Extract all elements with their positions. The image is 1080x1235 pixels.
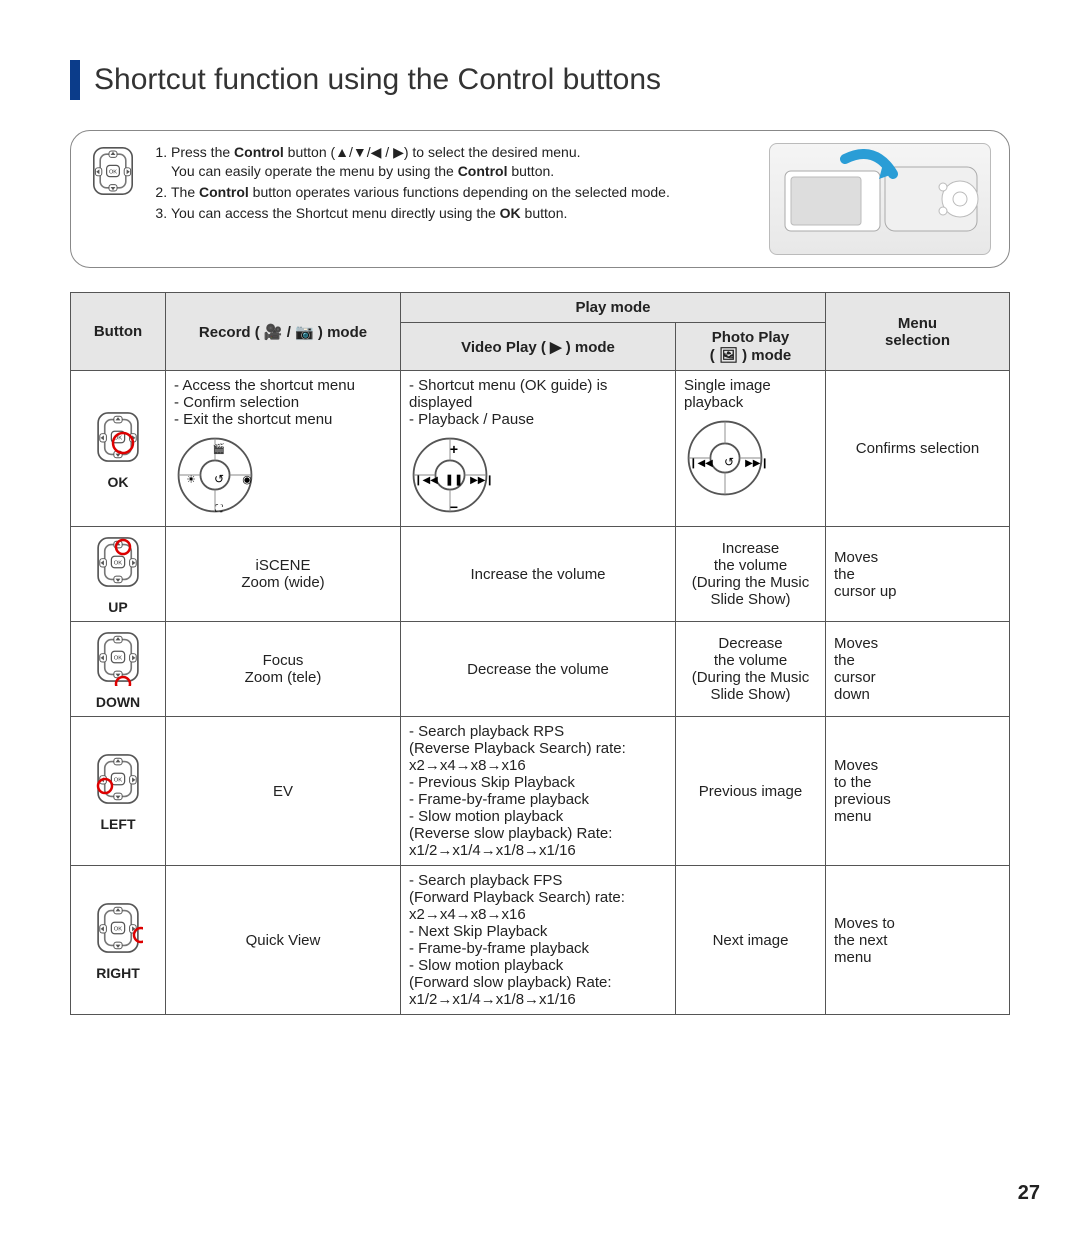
row-ok: OK - Access the shortcut menu - Confirm …	[71, 371, 1010, 527]
down-video: Decrease the volume	[401, 622, 676, 717]
photo-shortcut-wheel-icon: ❙◀◀ ▶▶❙ ↺	[684, 417, 766, 499]
ok-pad-icon	[93, 408, 143, 466]
left-menu: Moves to the previous menu	[826, 717, 1010, 866]
right-record: Quick View	[166, 866, 401, 1015]
info3b: OK	[500, 205, 521, 221]
video-shortcut-wheel-icon: + ❙◀◀ ▶▶❙ − ❚❚	[409, 434, 491, 516]
svg-text:▶▶❙: ▶▶❙	[470, 475, 491, 486]
svg-text:☀: ☀	[186, 474, 196, 486]
up-label: UP	[79, 599, 157, 615]
left-record: EV	[166, 717, 401, 866]
ok-record-text: - Access the shortcut menu - Confirm sel…	[174, 377, 392, 428]
svg-text:❙◀◀: ❙◀◀	[689, 458, 713, 469]
row-left: LEFT EV - Search playback RPS (Reverse P…	[71, 717, 1010, 866]
th-button: Button	[71, 293, 166, 371]
down-pad-icon	[93, 628, 143, 686]
info1e: Control	[458, 163, 508, 179]
row-up: UP iSCENE Zoom (wide) Increase the volum…	[71, 527, 1010, 622]
right-menu: Moves to the next menu	[826, 866, 1010, 1015]
left-label: LEFT	[79, 816, 157, 832]
info1b: Control	[234, 144, 284, 160]
svg-text:🎬: 🎬	[213, 442, 225, 455]
th-record: Record ( 🎥 / 📷 ) mode	[166, 293, 401, 371]
left-pad-icon	[93, 750, 143, 808]
info-text: Press the Control button (▲/▼/◀ / ▶) to …	[153, 143, 753, 225]
ok-photo: Single image playback ❙◀◀ ▶▶❙ ↺	[676, 371, 826, 527]
info1c: button (▲/▼/◀ / ▶) to select the desired…	[284, 144, 581, 160]
down-photo: Decrease the volume (During the Music Sl…	[676, 622, 826, 717]
info-box: Press the Control button (▲/▼/◀ / ▶) to …	[70, 130, 1010, 268]
up-menu: Moves the cursor up	[826, 527, 1010, 622]
ok-video-text: - Shortcut menu (OK guide) is displayed …	[409, 377, 667, 428]
page-title: Shortcut function using the Control butt…	[94, 63, 661, 97]
svg-text:⛶: ⛶	[215, 504, 224, 515]
page-number: 27	[1018, 1182, 1040, 1205]
svg-text:↺: ↺	[214, 472, 224, 486]
svg-text:↺: ↺	[724, 455, 734, 469]
right-photo: Next image	[676, 866, 826, 1015]
info3a: You can access the Shortcut menu directl…	[171, 205, 500, 221]
ok-video: - Shortcut menu (OK guide) is displayed …	[401, 371, 676, 527]
ok-menu: Confirms selection	[826, 371, 1010, 527]
right-pad-icon	[93, 899, 143, 957]
svg-text:◉: ◉	[242, 474, 252, 486]
info2c: button operates various functions depend…	[249, 184, 670, 200]
record-shortcut-wheel-icon: 🎬 ☀ ◉ ⛶ ↺	[174, 434, 256, 516]
left-photo: Previous image	[676, 717, 826, 866]
title-accent-bar	[70, 60, 80, 100]
right-video: - Search playback FPS (Forward Playback …	[401, 866, 676, 1015]
info2a: The	[171, 184, 199, 200]
th-play: Play mode	[401, 293, 826, 323]
th-menu: Menu selection	[826, 293, 1010, 371]
th-video: Video Play ( ▶ ) mode	[401, 323, 676, 371]
control-pad-icon	[89, 143, 137, 199]
down-record: Focus Zoom (tele)	[166, 622, 401, 717]
svg-text:▶▶❙: ▶▶❙	[745, 458, 766, 469]
info3c: button.	[521, 205, 568, 221]
info2b: Control	[199, 184, 249, 200]
camcorder-illustration	[769, 143, 991, 255]
info1f: button.	[507, 163, 554, 179]
th-photo: Photo Play ( 🖼 ) mode	[676, 323, 826, 371]
svg-text:❙◀◀: ❙◀◀	[414, 475, 438, 486]
left-video: - Search playback RPS (Reverse Playback …	[401, 717, 676, 866]
row-right: RIGHT Quick View - Search playback FPS (…	[71, 866, 1010, 1015]
ok-label: OK	[79, 474, 157, 490]
up-record: iSCENE Zoom (wide)	[166, 527, 401, 622]
ok-record: - Access the shortcut menu - Confirm sel…	[166, 371, 401, 527]
down-menu: Moves the cursor down	[826, 622, 1010, 717]
ok-photo-text: Single image playback	[684, 377, 817, 411]
up-video: Increase the volume	[401, 527, 676, 622]
svg-text:+: +	[450, 441, 458, 457]
svg-text:❚❚: ❚❚	[445, 474, 463, 486]
right-label: RIGHT	[79, 965, 157, 981]
info1d: You can easily operate the menu by using…	[171, 163, 458, 179]
info1a: Press the	[171, 144, 234, 160]
shortcut-table: Button Record ( 🎥 / 📷 ) mode Play mode M…	[70, 292, 1010, 1015]
up-pad-icon	[93, 533, 143, 591]
row-down: DOWN Focus Zoom (tele) Decrease the volu…	[71, 622, 1010, 717]
page-title-wrap: Shortcut function using the Control butt…	[70, 60, 1010, 100]
down-label: DOWN	[79, 694, 157, 710]
svg-text:−: −	[450, 499, 458, 515]
up-photo: Increase the volume (During the Music Sl…	[676, 527, 826, 622]
